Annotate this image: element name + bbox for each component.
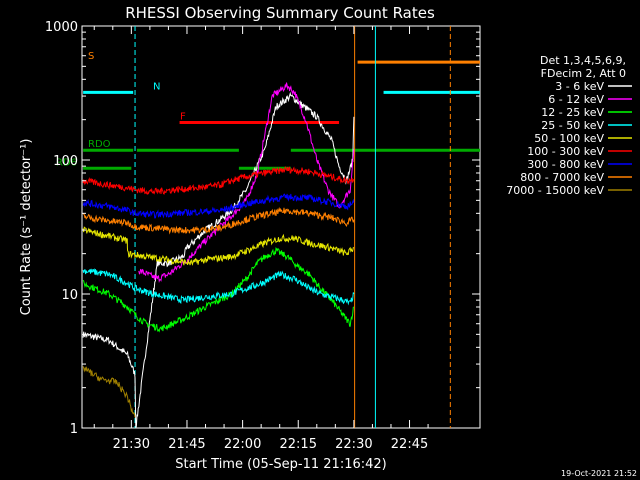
series-line — [82, 165, 355, 195]
x-axis-label: Start Time (05-Sep-11 21:16:42) — [175, 457, 386, 472]
y-tick-label: 1000 — [45, 20, 78, 35]
legend-label: 100 - 300 keV — [527, 145, 604, 158]
x-tick-label: 22:00 — [224, 437, 261, 452]
chart-title: RHESSI Observing Summary Count Rates — [125, 4, 435, 22]
flag-label-s: S — [88, 51, 94, 62]
legend-header: Det 1,3,4,5,6,9, — [540, 54, 626, 67]
plot-frame — [81, 25, 481, 429]
flag-label-n: N — [153, 81, 160, 92]
series-line — [82, 268, 355, 306]
series-line — [82, 91, 355, 429]
series-line — [82, 193, 355, 219]
legend-label: 7000 - 15000 keV — [506, 184, 604, 197]
legend-label: 300 - 800 keV — [527, 158, 604, 171]
series-group — [82, 82, 355, 429]
legend-label: 3 - 6 keV — [555, 80, 604, 93]
series-line — [82, 366, 136, 418]
series-line — [82, 206, 355, 235]
series-line — [82, 226, 355, 266]
series-line — [138, 82, 355, 284]
y-axis-label: Count Rate (s⁻¹ detector⁻¹) — [19, 139, 34, 316]
x-tick-label: 22:45 — [391, 437, 428, 452]
legend-label: 6 - 12 keV — [548, 93, 604, 106]
series-line — [82, 246, 355, 333]
y-axis: 1 10 100 1000 — [45, 20, 480, 437]
flag-bars: S N F RDO RD6 — [56, 51, 480, 170]
x-tick-label: 22:30 — [335, 437, 372, 452]
x-tick-label: 21:45 — [168, 437, 205, 452]
x-axis: 21:30 21:45 22:00 22:15 22:30 22:45 — [93, 26, 429, 452]
y-tick-label: 100 — [53, 154, 78, 169]
x-tick-label: 22:15 — [280, 437, 317, 452]
footer-timestamp: 19-Oct-2021 21:52 — [561, 469, 637, 478]
legend: Det 1,3,4,5,6,9,FDecim 2, Att 03 - 6 keV… — [506, 54, 632, 197]
flag-label-rd6: RD6 — [56, 157, 77, 168]
legend-header: FDecim 2, Att 0 — [541, 67, 626, 80]
y-tick-label: 1 — [70, 422, 78, 437]
flag-label-rdo: RDO — [88, 139, 111, 150]
legend-label: 25 - 50 keV — [541, 119, 604, 132]
flag-label-f: F — [180, 111, 186, 122]
vertical-markers — [134, 26, 451, 428]
legend-label: 12 - 25 keV — [541, 106, 604, 119]
y-tick-label: 10 — [61, 288, 78, 303]
legend-label: 800 - 7000 keV — [520, 171, 604, 184]
legend-label: 50 - 100 keV — [534, 132, 604, 145]
x-tick-label: 21:30 — [113, 437, 150, 452]
